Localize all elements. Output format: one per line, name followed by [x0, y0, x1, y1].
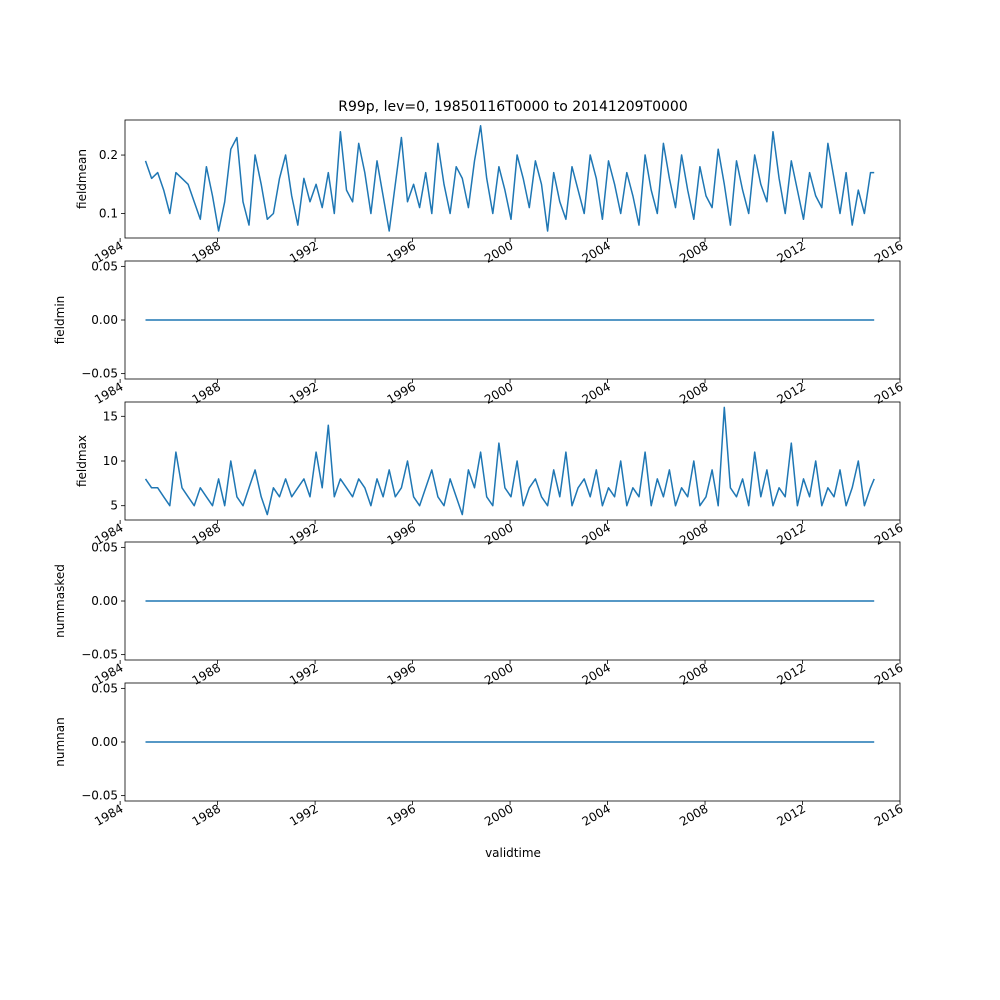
x-tick-label: 1984: [92, 379, 125, 406]
x-tick-label: 2012: [775, 379, 808, 406]
y-tick-label: 0.2: [99, 148, 118, 162]
series-line-fieldmax: [144, 406, 875, 516]
x-tick-label: 1988: [190, 238, 223, 265]
x-tick-label: 1996: [385, 801, 418, 828]
x-tick-label: 1988: [190, 379, 223, 406]
x-tick-label: 1992: [287, 379, 320, 406]
x-tick-label: 1988: [190, 660, 223, 687]
subplot-numnan: 1984 1988 1992 1996 2000 2004 2008 2012 2016 −0.0…: [53, 681, 906, 829]
x-tick-label: 2000: [482, 520, 515, 547]
x-tick-label: 2004: [580, 520, 613, 547]
y-axis-label-fieldmin: fieldmin: [53, 296, 67, 345]
x-tick-label: 1996: [385, 520, 418, 547]
x-tick-label: 1992: [287, 660, 320, 687]
x-tick-label: 2016: [872, 238, 905, 265]
x-tick-label: 2016: [872, 660, 905, 687]
x-tick-label: 1988: [190, 801, 223, 828]
x-tick-label: 2004: [580, 660, 613, 687]
x-tick-label: 2016: [872, 379, 905, 406]
subplots: 1984 1988 1992 1996 2000 2004 2008 2012 2016 0.1 0…: [53, 119, 906, 829]
x-tick-label: 2012: [775, 520, 808, 547]
x-tick-label: 1988: [190, 520, 223, 547]
x-tick-label: 2008: [677, 801, 710, 828]
x-tick-label: 1992: [287, 801, 320, 828]
x-tick-label: 1984: [92, 801, 125, 828]
x-tick-label: 2008: [677, 238, 710, 265]
x-tick-label: 2012: [775, 238, 808, 265]
y-tick-label: 0.05: [91, 681, 118, 695]
y-axis-label-numnan: numnan: [53, 717, 67, 766]
subplot-fieldmean: 1984 1988 1992 1996 2000 2004 2008 2012 20160.10…: [75, 119, 906, 266]
x-tick-label: 2016: [872, 801, 905, 828]
x-tick-label: 2008: [677, 379, 710, 406]
subplot-fieldmin: 1984 1988 1992 1996 2000 2004 2008 2012 2016 −0.0…: [53, 259, 906, 407]
x-tick-label: 1996: [385, 379, 418, 406]
y-tick-label: 0.00: [91, 735, 118, 749]
subplot-fieldmax: 1984 1988 1992 1996 2000 2004 2008 2012 20165101…: [75, 401, 906, 548]
x-tick-label: 2012: [775, 660, 808, 687]
x-tick-label: 1992: [287, 238, 320, 265]
y-axis-label-fieldmean: fieldmean: [75, 149, 89, 209]
y-tick-label: 10: [103, 454, 118, 468]
x-tick-label: 2008: [677, 660, 710, 687]
x-tick-label: 2016: [872, 520, 905, 547]
y-tick-label: 15: [103, 409, 118, 423]
y-tick-label: 0.05: [91, 259, 118, 273]
y-tick-label: 5: [110, 499, 118, 513]
x-tick-label: 2000: [482, 238, 515, 265]
x-tick-label: 2000: [482, 660, 515, 687]
x-tick-label: 1996: [385, 660, 418, 687]
x-tick-label: 2004: [580, 801, 613, 828]
y-tick-label: 0.00: [91, 594, 118, 608]
y-tick-label: −0.05: [81, 367, 118, 381]
y-axis-label-fieldmax: fieldmax: [75, 435, 89, 487]
x-tick-label: 2012: [775, 801, 808, 828]
chart-title: R99p, lev=0, 19850116T0000 to 20141209T0…: [338, 99, 688, 115]
x-tick-label: 2004: [580, 238, 613, 265]
subplot-nummasked: 1984 1988 1992 1996 2000 2004 2008 2012 2016−0.0…: [53, 540, 906, 688]
x-tick-label: 2000: [482, 801, 515, 828]
x-tick-label: 2008: [677, 520, 710, 547]
axes-frame-fieldmean: [124, 119, 901, 239]
y-tick-label: −0.05: [81, 648, 118, 662]
x-tick-label: 1996: [385, 238, 418, 265]
y-tick-label: 0.1: [99, 206, 118, 220]
x-tick-label: 2000: [482, 379, 515, 406]
y-axis-label-nummasked: nummasked: [53, 564, 67, 638]
y-tick-label: 0.00: [91, 313, 118, 327]
series-line-fieldmean: [144, 125, 875, 232]
x-tick-label: 2004: [580, 379, 613, 406]
x-tick-label: 1992: [287, 520, 320, 547]
y-tick-label: 0.05: [91, 540, 118, 554]
y-tick-label: −0.05: [81, 789, 118, 803]
x-axis-label: validtime: [485, 846, 541, 860]
